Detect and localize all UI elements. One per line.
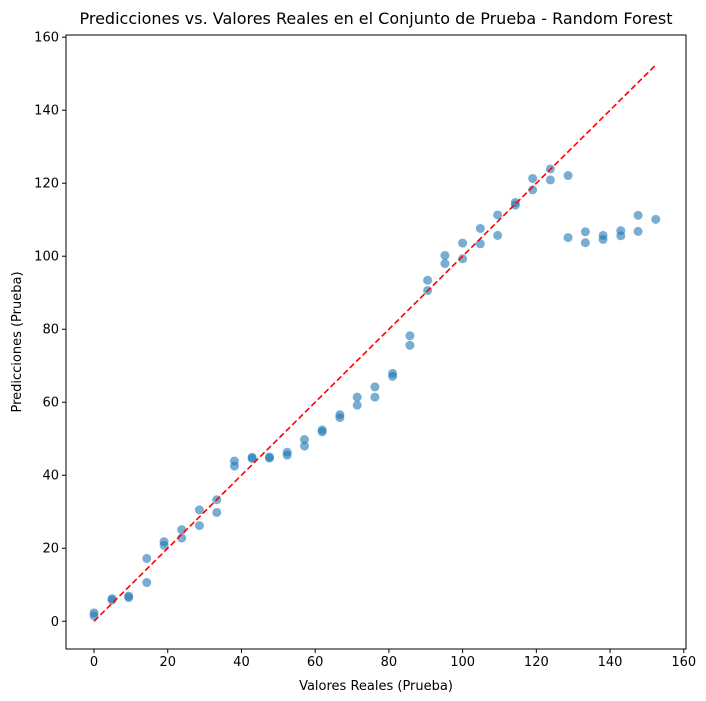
data-point bbox=[299, 441, 309, 451]
y-axis-label: Predicciones (Prueba) bbox=[10, 271, 25, 412]
data-point bbox=[282, 447, 292, 457]
chart-title: Predicciones vs. Valores Reales en el Co… bbox=[79, 9, 672, 28]
data-point bbox=[317, 425, 327, 435]
data-point bbox=[545, 175, 555, 185]
data-point bbox=[493, 230, 503, 240]
plot-frame bbox=[65, 34, 687, 650]
x-tick-label: 100 bbox=[450, 655, 475, 670]
data-point bbox=[107, 594, 117, 604]
data-point bbox=[440, 250, 450, 260]
data-point bbox=[299, 434, 309, 444]
x-tick-label: 20 bbox=[159, 655, 176, 670]
reference-line bbox=[93, 64, 657, 622]
data-point bbox=[405, 340, 415, 350]
data-point bbox=[194, 521, 204, 531]
data-point bbox=[616, 226, 626, 236]
y-axis: 0 20 40 60 80 100 120 140 160 bbox=[34, 31, 66, 630]
data-point bbox=[212, 507, 222, 517]
data-point bbox=[493, 210, 503, 220]
data-point bbox=[247, 452, 257, 462]
data-point bbox=[423, 275, 433, 285]
data-point bbox=[177, 525, 187, 535]
y-tick-label: 100 bbox=[34, 250, 59, 265]
x-tick-label: 40 bbox=[233, 655, 250, 670]
data-point bbox=[528, 173, 538, 183]
data-point bbox=[142, 553, 152, 563]
data-point bbox=[370, 382, 380, 392]
y-tick-label: 20 bbox=[42, 542, 59, 557]
data-point bbox=[651, 214, 661, 224]
data-point bbox=[563, 171, 573, 181]
data-point bbox=[528, 185, 538, 195]
data-point bbox=[563, 233, 573, 243]
data-point bbox=[89, 608, 99, 618]
data-point bbox=[475, 239, 485, 249]
x-axis: 0 20 40 60 80 100 120 140 160 bbox=[90, 649, 696, 670]
data-points bbox=[89, 164, 661, 621]
data-point bbox=[405, 331, 415, 341]
y-tick-label: 120 bbox=[34, 177, 59, 192]
y-tick-label: 60 bbox=[42, 396, 59, 411]
data-point bbox=[633, 226, 643, 236]
data-point bbox=[580, 227, 590, 237]
data-point bbox=[458, 254, 468, 264]
data-point bbox=[598, 230, 608, 240]
x-tick-label: 0 bbox=[90, 655, 98, 670]
data-point bbox=[159, 537, 169, 547]
data-point bbox=[142, 578, 152, 588]
data-point bbox=[335, 410, 345, 420]
data-point bbox=[388, 368, 398, 378]
x-axis-label: Valores Reales (Prueba) bbox=[299, 679, 453, 694]
y-tick-label: 80 bbox=[42, 323, 59, 338]
data-point bbox=[580, 238, 590, 248]
data-point bbox=[264, 452, 274, 462]
data-point bbox=[352, 400, 362, 410]
y-tick-label: 40 bbox=[42, 469, 59, 484]
y-tick-label: 140 bbox=[34, 104, 59, 119]
x-tick-label: 120 bbox=[524, 655, 549, 670]
x-tick-label: 160 bbox=[671, 655, 696, 670]
data-point bbox=[370, 392, 380, 402]
x-tick-label: 60 bbox=[307, 655, 324, 670]
data-point bbox=[124, 591, 134, 601]
data-point bbox=[510, 198, 520, 208]
data-point bbox=[194, 505, 204, 515]
x-tick-label: 140 bbox=[598, 655, 623, 670]
data-point bbox=[633, 210, 643, 220]
data-point bbox=[352, 392, 362, 402]
y-tick-label: 160 bbox=[34, 31, 59, 46]
y-tick-label: 0 bbox=[51, 615, 59, 630]
reference-line-layer bbox=[93, 64, 657, 622]
data-point bbox=[229, 456, 239, 466]
data-point bbox=[440, 259, 450, 269]
x-tick-label: 80 bbox=[381, 655, 398, 670]
data-point bbox=[458, 238, 468, 248]
data-point bbox=[475, 223, 485, 233]
